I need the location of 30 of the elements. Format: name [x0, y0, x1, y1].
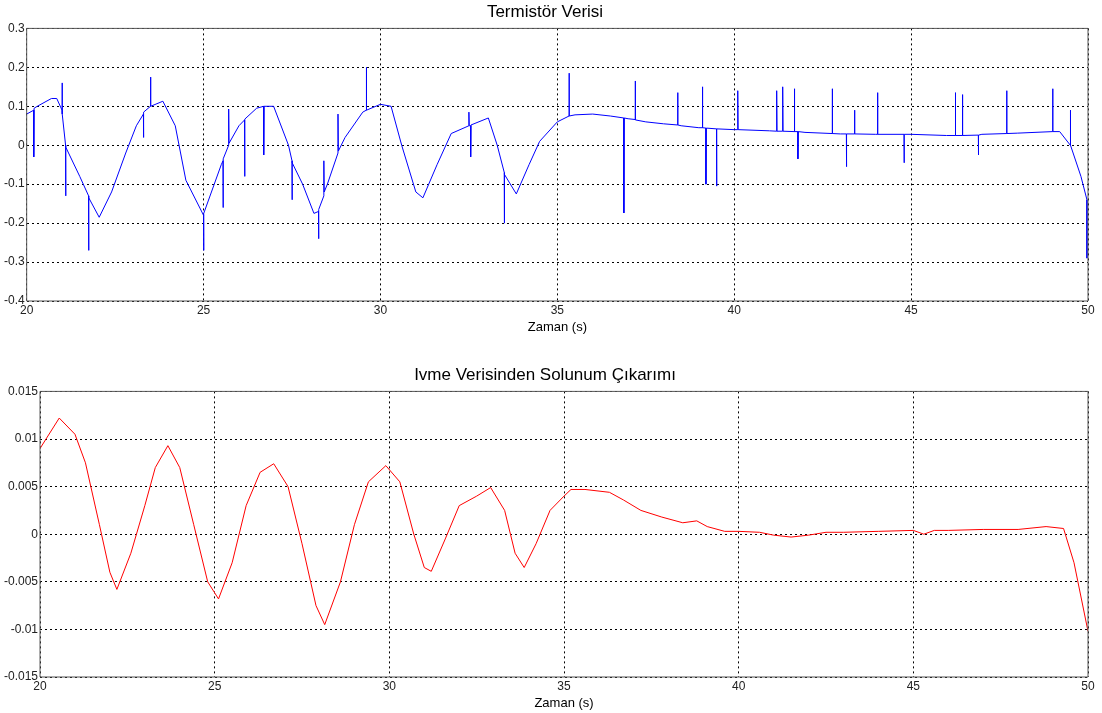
x-tick-label: 35	[557, 678, 572, 693]
y-tick-label: -0.005	[3, 574, 39, 589]
x-tick-label: 30	[382, 678, 397, 693]
x-axis-title: Zaman (s)	[527, 318, 587, 334]
x-tick-label: 40	[727, 302, 742, 317]
y-tick-label: -0.1	[3, 176, 25, 191]
y-tick-label: 0	[31, 526, 39, 541]
y-tick-label: -0.3	[3, 254, 25, 269]
y-tick-label: 0.01	[14, 431, 39, 446]
y-tick-label: -0.01	[10, 621, 39, 636]
x-tick-label: 20	[20, 302, 34, 317]
x-tick-label: 25	[196, 302, 211, 317]
x-tick-label: 50	[1081, 302, 1095, 317]
x-axis-title: Zaman (s)	[534, 694, 594, 710]
chart-title: Ivme Verisinden Solunum Çıkarımı	[414, 364, 676, 384]
x-tick-label: 50	[1081, 678, 1095, 693]
y-tick-label: 0.3	[7, 20, 25, 35]
y-tick-label: 0.1	[7, 98, 25, 113]
y-tick-label: 0.015	[7, 383, 39, 398]
x-tick-label: 40	[732, 678, 746, 693]
x-tick-label: 30	[373, 302, 388, 317]
x-tick-label: 45	[904, 302, 919, 317]
y-tick-label: 0.005	[7, 478, 39, 493]
y-tick-label: 0	[17, 137, 25, 152]
chart-title: Termistör Verisi	[486, 1, 604, 21]
x-tick-label: 25	[208, 678, 222, 693]
y-tick-label: 0.2	[7, 59, 25, 74]
x-tick-label: 35	[550, 302, 565, 317]
x-tick-label: 45	[906, 678, 921, 693]
y-tick-label: -0.2	[3, 215, 25, 230]
